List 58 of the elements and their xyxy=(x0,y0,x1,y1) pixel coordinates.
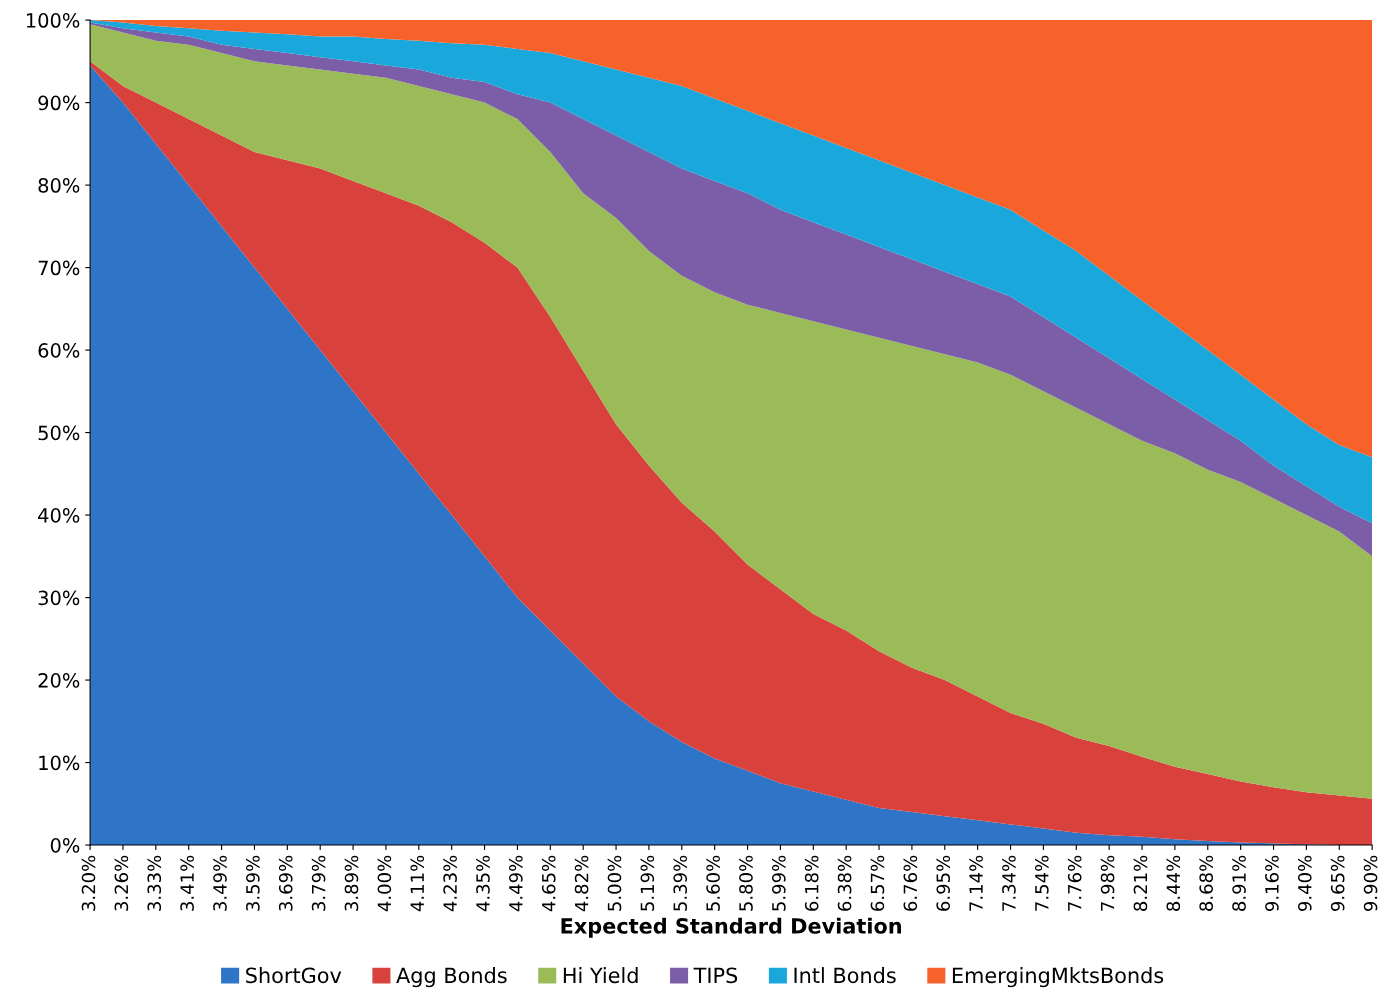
x-tick-label: 8.44% xyxy=(1166,855,1181,911)
x-tick-label: 3.79% xyxy=(311,855,326,911)
x-tick-label: 4.65% xyxy=(541,855,556,912)
y-tick-label: 80% xyxy=(38,178,80,193)
x-tick-label: 4.49% xyxy=(509,855,523,912)
x-tick-label: 5.00% xyxy=(607,855,622,911)
x-tick-label: 6.38% xyxy=(837,855,852,911)
y-tick-label: 90% xyxy=(38,95,80,111)
legend-label: TIPS xyxy=(693,967,738,984)
x-tick-label: 5.99% xyxy=(772,855,786,911)
x-tick-label: 3.69% xyxy=(278,855,293,911)
x-tick-label: 3.59% xyxy=(246,855,260,911)
x-tick-label: 3.26% xyxy=(114,855,129,911)
y-tick-label: 20% xyxy=(38,673,80,688)
x-tick-label: 6.76% xyxy=(903,855,918,911)
x-tick-label: 9.16% xyxy=(1265,855,1279,911)
x-tick-label: 4.35% xyxy=(476,855,490,912)
y-tick-label: 10% xyxy=(39,755,80,771)
x-tick-label: 9.90% xyxy=(1363,855,1378,911)
x-tick-label: 4.82% xyxy=(574,855,589,912)
x-tick-label: 8.68% xyxy=(1199,855,1214,911)
y-tick-label: 100% xyxy=(26,13,80,28)
legend-label: Hi Yield xyxy=(563,967,638,984)
x-tick-label: 5.39% xyxy=(673,855,688,911)
x-tick-label: 9.40% xyxy=(1297,855,1312,911)
x-tick-label: 5.60% xyxy=(706,855,720,911)
legend-label: ShortGov xyxy=(246,967,342,984)
x-tick-label: 7.98% xyxy=(1100,855,1115,911)
legend-label: Agg Bonds xyxy=(396,967,507,988)
y-tick-label: 30% xyxy=(38,590,80,606)
x-tick-label: 3.41% xyxy=(180,855,194,911)
x-tick-label: 7.54% xyxy=(1034,855,1049,911)
x-tick-label: 6.95% xyxy=(936,855,951,911)
x-tick-label: 6.57% xyxy=(870,855,885,911)
y-tick-label: 70% xyxy=(38,260,80,276)
x-tick-label: 7.76% xyxy=(1067,855,1082,911)
x-tick-label: 7.14% xyxy=(969,855,983,911)
x-tick-label: 4.23% xyxy=(443,855,457,912)
x-tick-label: 9.65% xyxy=(1330,855,1345,911)
legend-label: Intl Bonds xyxy=(794,967,896,984)
legend-label: EmergingMktsBonds xyxy=(952,967,1164,988)
y-tick-label: 50% xyxy=(38,425,80,441)
x-tick-label: 3.20% xyxy=(81,855,96,911)
x-axis-title: Expected Standard Deviation xyxy=(561,917,901,938)
x-tick-label: 4.00% xyxy=(377,855,392,912)
x-tick-label: 6.18% xyxy=(804,855,819,911)
y-tick-label: 60% xyxy=(38,343,80,358)
y-tick-label: 40% xyxy=(38,508,80,523)
x-tick-label: 4.11% xyxy=(410,855,425,912)
x-tick-label: 3.49% xyxy=(213,855,227,911)
x-tick-label: 3.89% xyxy=(344,855,359,911)
x-tick-label: 8.21% xyxy=(1133,855,1148,911)
x-tick-label: 3.33% xyxy=(147,855,162,911)
x-tick-label: 8.91% xyxy=(1232,855,1246,911)
x-tick-label: 5.80% xyxy=(739,855,753,911)
y-tick-label: 0% xyxy=(50,838,80,853)
x-tick-label: 7.34% xyxy=(1002,855,1016,911)
x-tick-label: 5.19% xyxy=(640,855,655,911)
